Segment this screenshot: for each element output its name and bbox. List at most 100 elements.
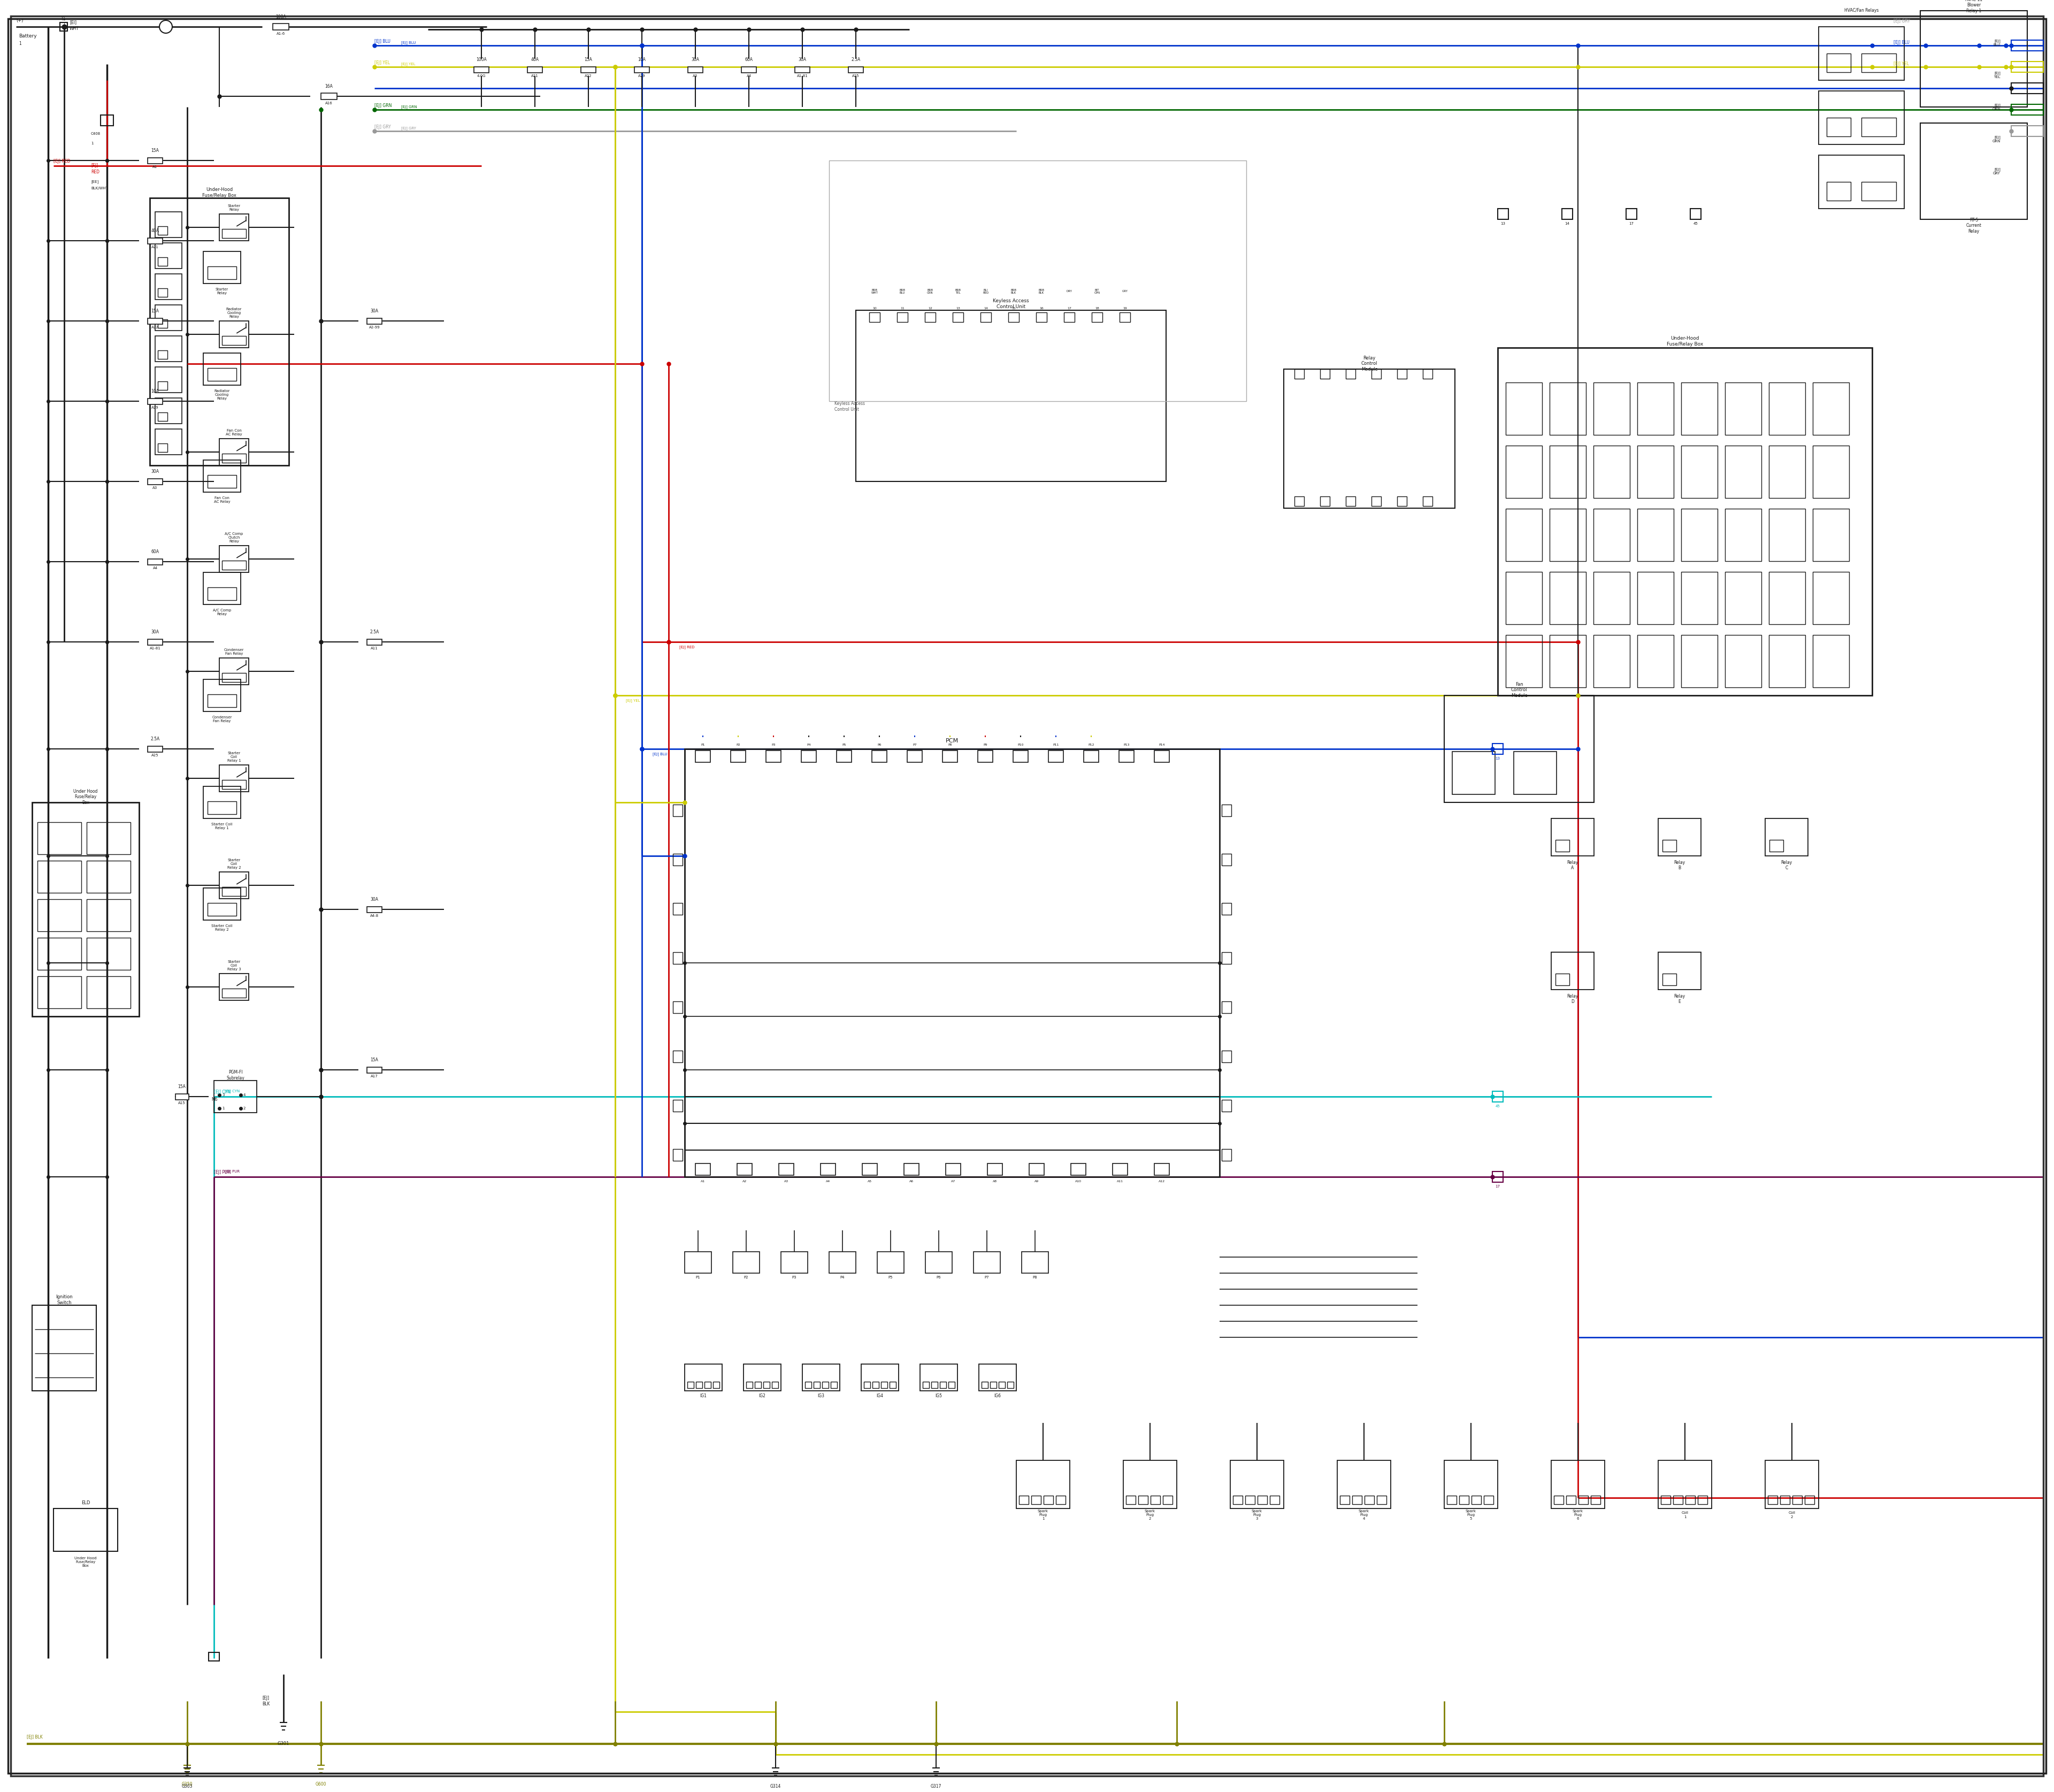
Bar bbox=[368, 907, 382, 912]
Bar bbox=[1048, 751, 1064, 762]
Text: 13: 13 bbox=[1495, 756, 1499, 760]
Text: 16A: 16A bbox=[325, 84, 333, 90]
Bar bbox=[980, 312, 992, 323]
Bar bbox=[953, 312, 963, 323]
Bar bbox=[1637, 509, 1674, 561]
Text: Coil
2: Coil 2 bbox=[1789, 1511, 1795, 1518]
Bar bbox=[220, 545, 249, 572]
Bar bbox=[220, 658, 249, 685]
Text: Battery: Battery bbox=[18, 34, 37, 39]
Text: G317: G317 bbox=[930, 1785, 941, 1788]
Bar bbox=[795, 66, 809, 72]
Text: A1: A1 bbox=[152, 165, 158, 168]
Text: [EJ] RED: [EJ] RED bbox=[680, 645, 694, 649]
Bar bbox=[705, 1382, 711, 1389]
Text: P5: P5 bbox=[842, 744, 846, 745]
Text: Fan Con
AC Relay: Fan Con AC Relay bbox=[214, 496, 230, 504]
Text: Condenser
Fan Relay: Condenser Fan Relay bbox=[212, 715, 232, 722]
Text: P10: P10 bbox=[1017, 744, 1023, 745]
Bar bbox=[941, 1382, 947, 1389]
Text: T1: T1 bbox=[62, 16, 66, 22]
Bar bbox=[1458, 1496, 1469, 1503]
Bar bbox=[37, 823, 82, 855]
Text: [EJ] BLU: [EJ] BLU bbox=[401, 41, 415, 45]
Bar bbox=[781, 1253, 807, 1272]
Text: [EJ] BLU: [EJ] BLU bbox=[374, 39, 390, 43]
Text: A6: A6 bbox=[910, 1179, 914, 1183]
Bar bbox=[822, 1382, 828, 1389]
Bar bbox=[731, 751, 746, 762]
Bar bbox=[1549, 509, 1586, 561]
Bar bbox=[86, 937, 131, 969]
Bar bbox=[1222, 1149, 1230, 1161]
Bar bbox=[2011, 104, 2044, 115]
Bar bbox=[53, 1509, 117, 1552]
Text: 17: 17 bbox=[1068, 306, 1072, 310]
Bar bbox=[877, 1253, 904, 1272]
Text: [EI]: [EI] bbox=[70, 20, 76, 25]
Text: Fan Con
AC Relay: Fan Con AC Relay bbox=[226, 428, 242, 435]
Bar bbox=[1364, 1496, 1374, 1503]
Bar bbox=[924, 312, 935, 323]
Text: Spark
Plug
4: Spark Plug 4 bbox=[1358, 1509, 1370, 1520]
Text: P3: P3 bbox=[793, 1276, 797, 1279]
Text: P5: P5 bbox=[887, 1276, 893, 1279]
Text: 10: 10 bbox=[873, 306, 877, 310]
Bar bbox=[1764, 819, 1808, 857]
Text: PCM: PCM bbox=[945, 738, 959, 744]
Bar bbox=[158, 319, 168, 328]
Bar bbox=[1493, 744, 1504, 754]
Bar bbox=[1124, 1460, 1177, 1509]
Text: A8: A8 bbox=[992, 1179, 996, 1183]
Bar bbox=[222, 672, 246, 683]
Text: [EJ]
BLK: [EJ] BLK bbox=[263, 1695, 269, 1706]
Bar bbox=[943, 751, 957, 762]
Text: 30A: 30A bbox=[370, 308, 378, 314]
Text: [EJ] YEL: [EJ] YEL bbox=[374, 61, 390, 65]
Bar bbox=[998, 1382, 1004, 1389]
Circle shape bbox=[160, 20, 173, 34]
Text: P4: P4 bbox=[807, 744, 811, 745]
Bar bbox=[764, 1382, 770, 1389]
Text: 2.5A: 2.5A bbox=[150, 737, 160, 742]
Bar bbox=[1345, 496, 1356, 505]
Bar bbox=[1376, 1496, 1386, 1503]
Text: [EJ]
BLU: [EJ] BLU bbox=[1992, 39, 2001, 47]
Bar bbox=[713, 1382, 719, 1389]
Bar bbox=[1009, 312, 1019, 323]
Text: G600: G600 bbox=[316, 1781, 327, 1787]
Text: BRB
BLK: BRB BLK bbox=[1039, 289, 1043, 294]
Text: [EJ] BLU: [EJ] BLU bbox=[653, 753, 668, 756]
Bar bbox=[86, 860, 131, 892]
Bar bbox=[1725, 634, 1762, 688]
Text: A17: A17 bbox=[372, 1075, 378, 1079]
Bar bbox=[1561, 208, 1573, 219]
Bar bbox=[813, 1382, 820, 1389]
Bar bbox=[1658, 819, 1701, 857]
Text: A3: A3 bbox=[152, 486, 158, 489]
Bar bbox=[37, 937, 82, 969]
Bar bbox=[156, 335, 183, 362]
Bar bbox=[1768, 634, 1805, 688]
Text: A15: A15 bbox=[179, 1102, 185, 1106]
Bar bbox=[1920, 11, 2027, 108]
Text: Keyless Access
Control Unit: Keyless Access Control Unit bbox=[834, 401, 865, 412]
Bar bbox=[1154, 751, 1169, 762]
Text: [EJ] YEL: [EJ] YEL bbox=[1894, 61, 1908, 66]
Bar bbox=[203, 353, 240, 385]
Bar bbox=[820, 1163, 836, 1176]
Bar bbox=[920, 1364, 957, 1391]
Bar bbox=[222, 229, 246, 238]
Bar bbox=[207, 475, 236, 487]
Text: ELD: ELD bbox=[82, 1500, 90, 1505]
Text: Relay
D: Relay D bbox=[1567, 995, 1577, 1004]
Bar bbox=[220, 973, 249, 1000]
Text: [EJ] YEL: [EJ] YEL bbox=[626, 699, 641, 702]
Text: Radiator
Cooling
Relay: Radiator Cooling Relay bbox=[214, 389, 230, 400]
Bar bbox=[1093, 312, 1103, 323]
Bar bbox=[1594, 572, 1629, 624]
Text: Starter Coil
Relay 1: Starter Coil Relay 1 bbox=[212, 823, 232, 830]
Bar bbox=[990, 1382, 996, 1389]
Bar bbox=[207, 903, 236, 916]
Bar bbox=[1232, 1496, 1243, 1503]
